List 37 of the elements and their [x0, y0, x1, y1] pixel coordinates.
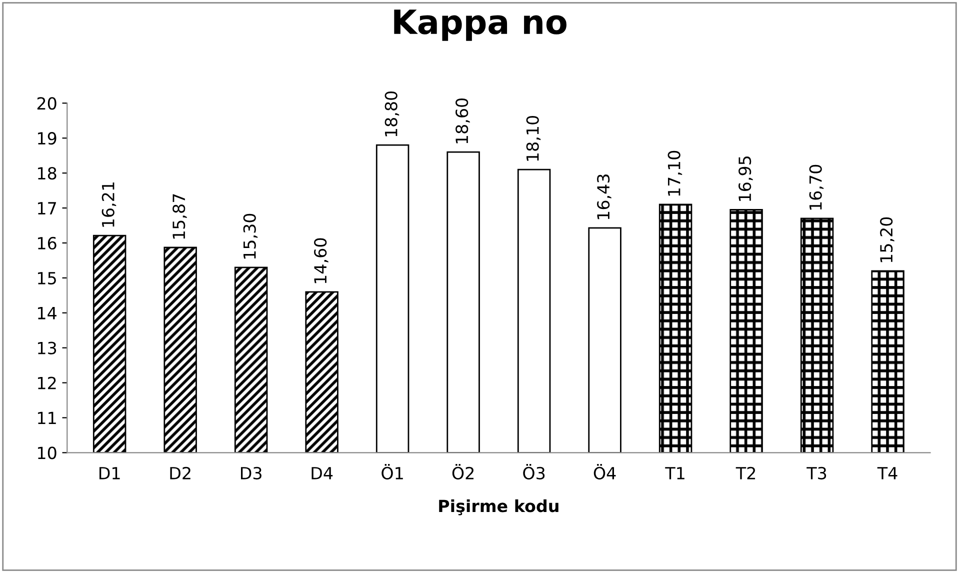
data-label: 15,30 [243, 214, 258, 259]
data-label: 17,10 [668, 150, 682, 196]
y-tick-label: 15 [38, 272, 56, 284]
x-tick-label: Ö1 [382, 464, 403, 480]
chart-title: Kappa no [394, 10, 566, 41]
data-label: 18,10 [526, 116, 541, 161]
data-label: 16,21 [102, 182, 116, 227]
x-tick-label: T3 [806, 466, 826, 480]
x-tick-label: T2 [736, 466, 756, 480]
x-tick-label: T1 [665, 467, 684, 480]
x-tick-label: Ö2 [452, 464, 474, 480]
data-label: 18,60 [456, 98, 470, 144]
x-axis-title: Pişirme kodu [439, 499, 558, 516]
data-label: 14,60 [314, 238, 328, 284]
y-tick-label: 14 [38, 307, 56, 320]
y-tick-label: 18 [38, 167, 56, 180]
data-label: 16,95 [738, 156, 753, 201]
x-tick-label: D1 [99, 467, 120, 480]
x-tick-label: D2 [170, 466, 190, 480]
data-label: 15,87 [172, 194, 187, 239]
x-tick-label: D3 [240, 466, 262, 480]
x-tick-label: T4 [877, 467, 898, 480]
y-tick-label: 13 [38, 342, 56, 354]
data-label: 15,20 [880, 217, 894, 262]
x-tick-label: Ö4 [594, 464, 616, 480]
data-label: 16,70 [809, 164, 824, 210]
data-label: 18,80 [384, 91, 400, 136]
y-tick-label: 20 [37, 97, 56, 110]
y-tick-label: 10 [38, 446, 56, 460]
y-tick-label: 12 [38, 376, 56, 390]
data-label: 16,43 [597, 174, 612, 220]
y-tick-label: 19 [38, 132, 56, 145]
x-tick-label: Ö3 [523, 464, 545, 480]
y-tick-label: 17 [38, 202, 56, 214]
y-tick-label: 16 [38, 236, 56, 250]
y-tick-label: 11 [38, 412, 56, 424]
x-tick-label: D4 [312, 467, 333, 480]
